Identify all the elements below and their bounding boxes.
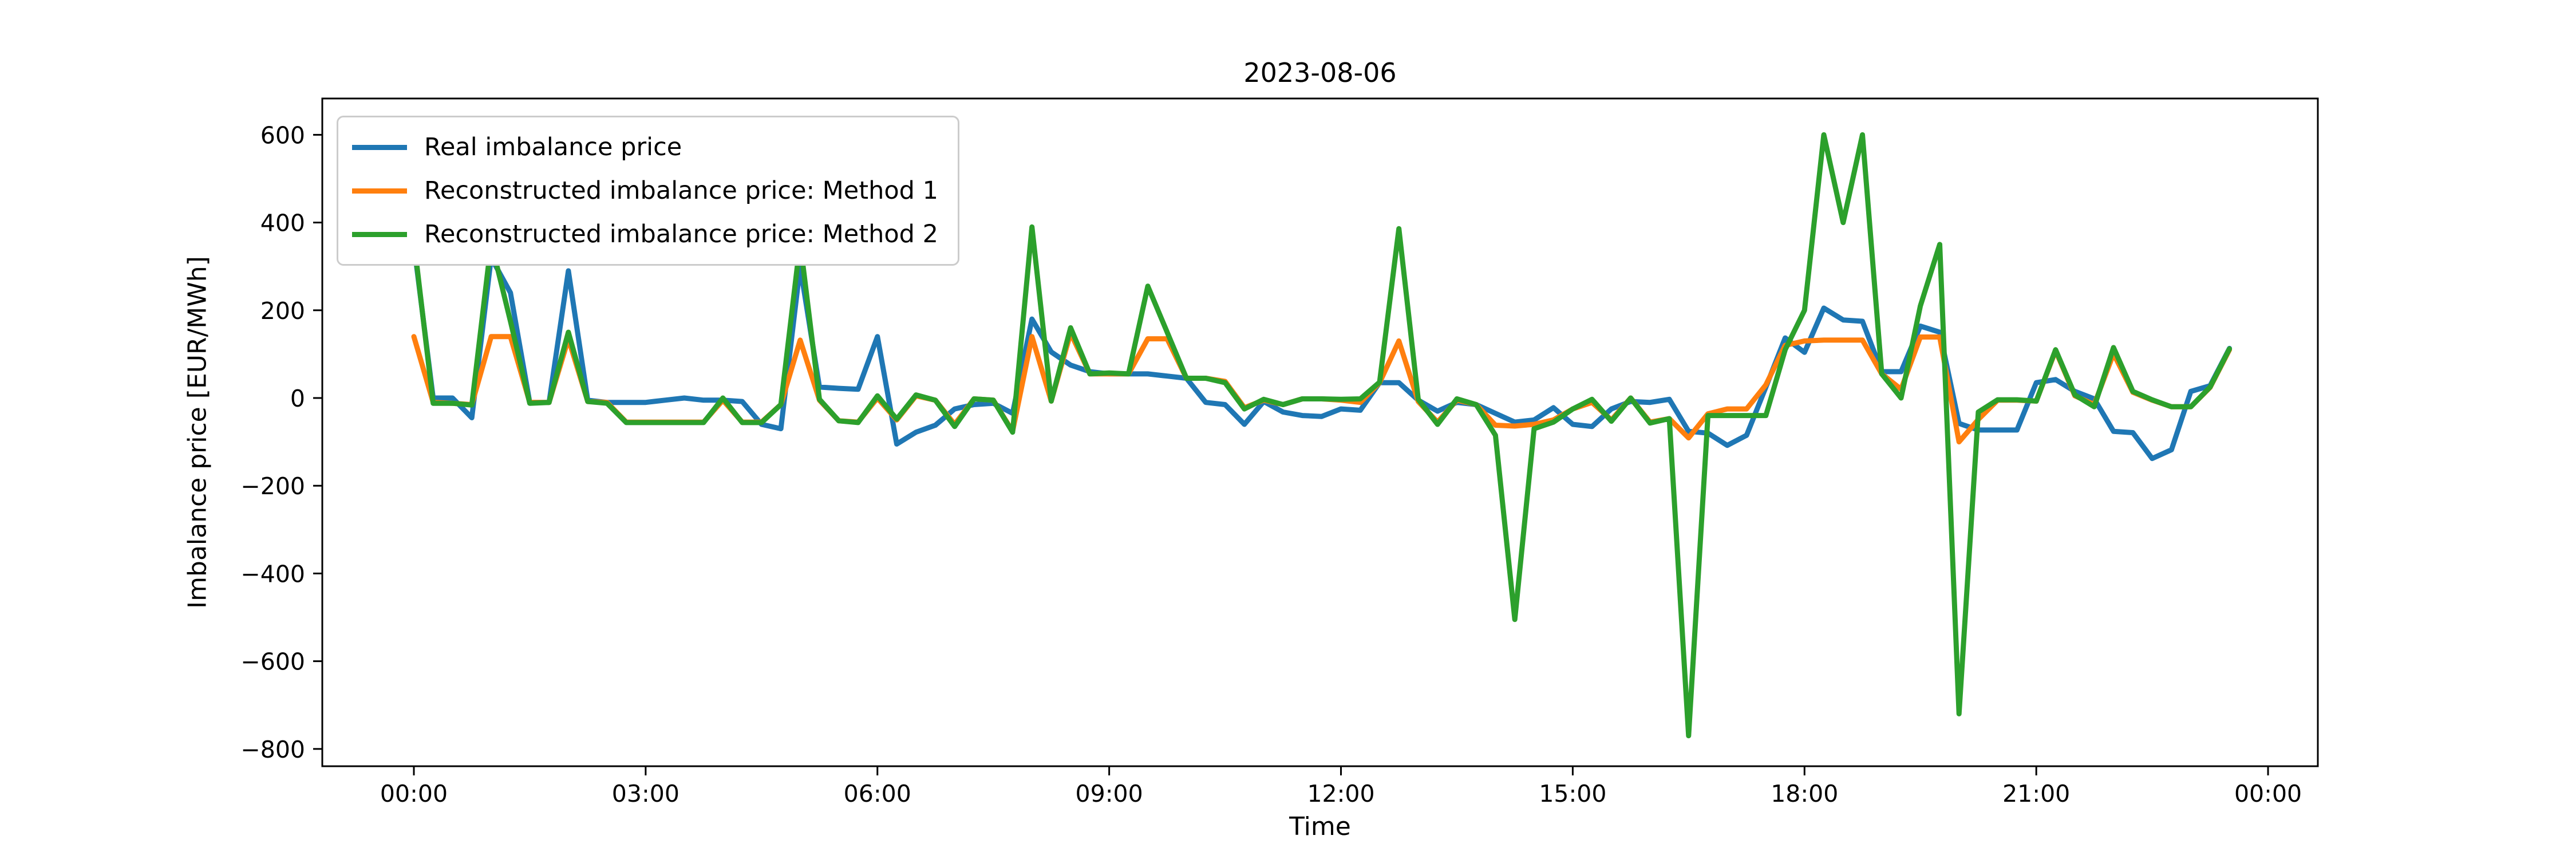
chart-title: 2023-08-06 <box>1243 57 1397 88</box>
legend-swatch-method2 <box>352 231 407 237</box>
series-line-2 <box>411 132 2233 739</box>
x-tick-label: 09:00 <box>1076 780 1143 807</box>
x-tick-label: 15:00 <box>1539 780 1606 807</box>
legend: Real imbalance price Reconstructed imbal… <box>337 116 959 266</box>
axes-frame <box>321 97 2319 767</box>
y-tick-label: 600 <box>260 121 305 149</box>
x-tick-label: 21:00 <box>2002 780 2070 807</box>
x-tick-label: 12:00 <box>1307 780 1374 807</box>
y-tick-label: −400 <box>240 560 305 588</box>
series-line-1 <box>411 330 2233 445</box>
y-tick-label: −800 <box>240 736 305 763</box>
legend-label-real: Real imbalance price <box>424 133 682 161</box>
y-tick-label: 200 <box>260 297 305 325</box>
x-tick-label: 00:00 <box>2234 780 2302 807</box>
y-axis-label: Imbalance price [EUR/MWh] <box>183 256 212 609</box>
x-axis-label: Time <box>1289 812 1351 841</box>
legend-label-method2: Reconstructed imbalance price: Method 2 <box>424 220 938 249</box>
x-tick-label: 03:00 <box>612 780 679 807</box>
x-tick-label: 06:00 <box>844 780 911 807</box>
legend-item-method2: Reconstructed imbalance price: Method 2 <box>352 212 938 256</box>
series-line-0 <box>411 242 2233 462</box>
x-tick-label: 00:00 <box>380 780 448 807</box>
y-tick-label: −600 <box>240 648 305 676</box>
legend-label-method1: Reconstructed imbalance price: Method 1 <box>424 176 938 205</box>
legend-item-real: Real imbalance price <box>352 125 938 169</box>
y-tick-label: 400 <box>260 210 305 237</box>
x-tick-label: 18:00 <box>1771 780 1838 807</box>
legend-item-method1: Reconstructed imbalance price: Method 1 <box>352 169 938 212</box>
y-tick-label: 0 <box>290 385 305 412</box>
y-tick-label: −200 <box>240 472 305 500</box>
legend-swatch-method1 <box>352 188 407 194</box>
legend-swatch-real <box>352 144 407 150</box>
